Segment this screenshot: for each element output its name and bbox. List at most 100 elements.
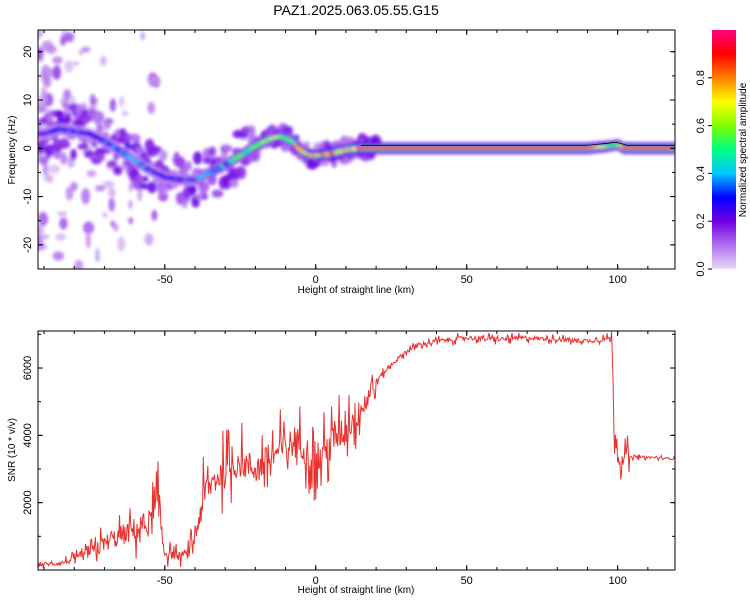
spectrogram-noise-blob xyxy=(117,236,126,252)
spectrogram-noise-blob xyxy=(80,46,91,53)
spectrogram-halo-blob xyxy=(192,151,203,165)
spectrogram-halo-blob xyxy=(64,113,72,126)
spectrogram-halo-blob xyxy=(55,110,65,120)
spectrogram-halo-blob xyxy=(229,178,239,188)
spectrogram-halo-blob xyxy=(70,148,77,161)
spectrogram-noise-blob xyxy=(108,197,115,212)
spectrogram-halo-blob xyxy=(149,145,159,157)
spectrogram-halo-blob xyxy=(113,165,123,176)
spectrogram-ridge-contour xyxy=(361,141,675,146)
spectrogram-ytick-label: 10 xyxy=(22,94,34,106)
spectrogram-noise-blob xyxy=(65,186,74,201)
spectrogram-noise-blob xyxy=(48,164,60,174)
spectrogram-noise-blob xyxy=(99,56,107,66)
snr-xlabel: Height of straight line (km) xyxy=(298,585,415,596)
spectrogram-noise-blob xyxy=(38,225,44,236)
spectrogram-axes: -50 0 50 100 -20 -10 0 10 20 xyxy=(22,30,675,286)
colorbar xyxy=(712,30,736,269)
spectrogram-halo-blob xyxy=(107,160,117,167)
snr-xtick-label: -50 xyxy=(157,575,173,587)
spectrogram-ytick-label: -20 xyxy=(22,237,34,253)
spectrogram-blobs xyxy=(38,30,675,269)
figure-title: PAZ1.2025.063.05.55.G15 xyxy=(273,2,439,18)
spectrogram-ylabel: Frequency (Hz) xyxy=(7,116,18,185)
spectrogram-halo-blob xyxy=(142,175,149,183)
spectrogram-ridge-cell xyxy=(290,141,297,145)
spectrogram-noise-blob xyxy=(52,251,64,261)
spectrogram-halo-blob xyxy=(208,146,217,157)
colorbar-ticks: 0.0 0.2 0.4 0.6 0.8 xyxy=(695,70,712,277)
spectrogram-halo-blob xyxy=(147,181,157,194)
spectrogram-halo-blob xyxy=(75,103,85,114)
spectrogram-noise-blob xyxy=(83,221,95,234)
snr-xtick-label: 50 xyxy=(461,575,473,587)
spectrogram-halo-blob xyxy=(139,182,149,190)
colorbar-tick-label: 0.6 xyxy=(695,118,707,133)
spectrogram-halo-blob xyxy=(135,174,145,184)
colorbar-label: Normalized spectral amplitude xyxy=(738,82,749,217)
spectrogram-noise-blob xyxy=(110,220,116,228)
spectrogram-halo-blob xyxy=(235,165,247,180)
spectrogram-noise-blob xyxy=(128,180,133,193)
spectrogram-halo-blob xyxy=(59,137,70,149)
snr-xtick-label: 0 xyxy=(313,575,319,587)
snr-xtick-label: 100 xyxy=(608,575,626,587)
spectrogram-ridge-cell xyxy=(295,147,303,151)
spectrogram-halo-blob xyxy=(240,127,250,135)
spectrogram-noise-blob xyxy=(39,234,50,239)
spectrogram-halo-blob xyxy=(248,125,256,139)
spectrogram-halo-blob xyxy=(95,123,104,134)
spectrogram-xlabel: Height of straight line (km) xyxy=(298,285,415,296)
snr-panel: -50 0 50 100 2000 4000 6000 Height of straight… xyxy=(7,330,676,596)
spectrogram-ytick-label: -10 xyxy=(22,189,34,205)
spectrogram-noise-blob xyxy=(89,93,96,108)
snr-ylabel: SNR (10 * v/v) xyxy=(7,418,18,482)
colorbar-tick-label: 0.0 xyxy=(695,261,707,276)
spectrogram-halo-blob xyxy=(211,189,224,198)
spectrogram-halo-blob xyxy=(102,118,111,130)
spectrogram-halo-blob xyxy=(77,143,89,150)
colorbar-tick-label: 0.8 xyxy=(695,70,707,85)
spectrogram-noise-blob xyxy=(144,232,154,246)
spectrogram-halo-blob xyxy=(92,111,104,125)
spectrogram-noise-blob xyxy=(137,186,143,202)
spectrogram-noise-blob xyxy=(102,212,108,218)
spectrogram-xtick-label: 100 xyxy=(608,274,626,286)
spectrogram-noise-blob xyxy=(60,35,66,47)
spectrogram-xtick-label: 50 xyxy=(461,274,473,286)
snr-axes: -50 0 50 100 2000 4000 6000 xyxy=(22,331,675,587)
spectrogram-halo-blob xyxy=(61,101,70,110)
spectrogram-noise-blob xyxy=(147,101,156,114)
spectrogram-noise-blob xyxy=(81,188,91,205)
spectrogram-noise-blob xyxy=(52,65,62,81)
snr-frame xyxy=(37,330,676,571)
spectrogram-xtick-label: 0 xyxy=(313,274,319,286)
spectrogram-noise-blob xyxy=(140,31,145,41)
spectrogram-noise-blob xyxy=(108,187,116,198)
spectrogram-noise-blob xyxy=(102,180,115,189)
spectrogram-noise-blob xyxy=(52,56,63,65)
spectrogram-noise-blob xyxy=(41,244,48,250)
spectrogram-noise-blob xyxy=(57,211,68,216)
spectrogram-halo-blob xyxy=(201,192,209,200)
spectrogram-noise-blob xyxy=(38,156,49,165)
spectrogram-halo-blob xyxy=(198,181,210,193)
spectrogram-halo-blob xyxy=(282,125,294,135)
spectrogram-noise-blob xyxy=(38,30,44,39)
spectrogram-ytick-label: 0 xyxy=(22,145,34,151)
spectrogram-noise-blob xyxy=(148,76,160,85)
spectrogram-noise-blob xyxy=(86,169,97,178)
spectrogram-noise-blob xyxy=(60,152,68,165)
spectrogram-noise-blob xyxy=(74,259,84,269)
spectrogram-noise-blob xyxy=(43,173,52,183)
spectrogram-noise-blob xyxy=(64,32,75,43)
spectrogram-noise-blob xyxy=(121,110,129,117)
spectrogram-ytick-label: 20 xyxy=(22,46,34,58)
spectrogram-halo-blob xyxy=(120,133,133,143)
spectrogram-noise-blob xyxy=(72,61,80,66)
spectrogram-noise-blob xyxy=(94,185,106,192)
snr-ytick-label: 6000 xyxy=(22,356,34,380)
spectrogram-noise-blob xyxy=(41,40,54,52)
colorbar-tick-label: 0.4 xyxy=(695,166,707,181)
